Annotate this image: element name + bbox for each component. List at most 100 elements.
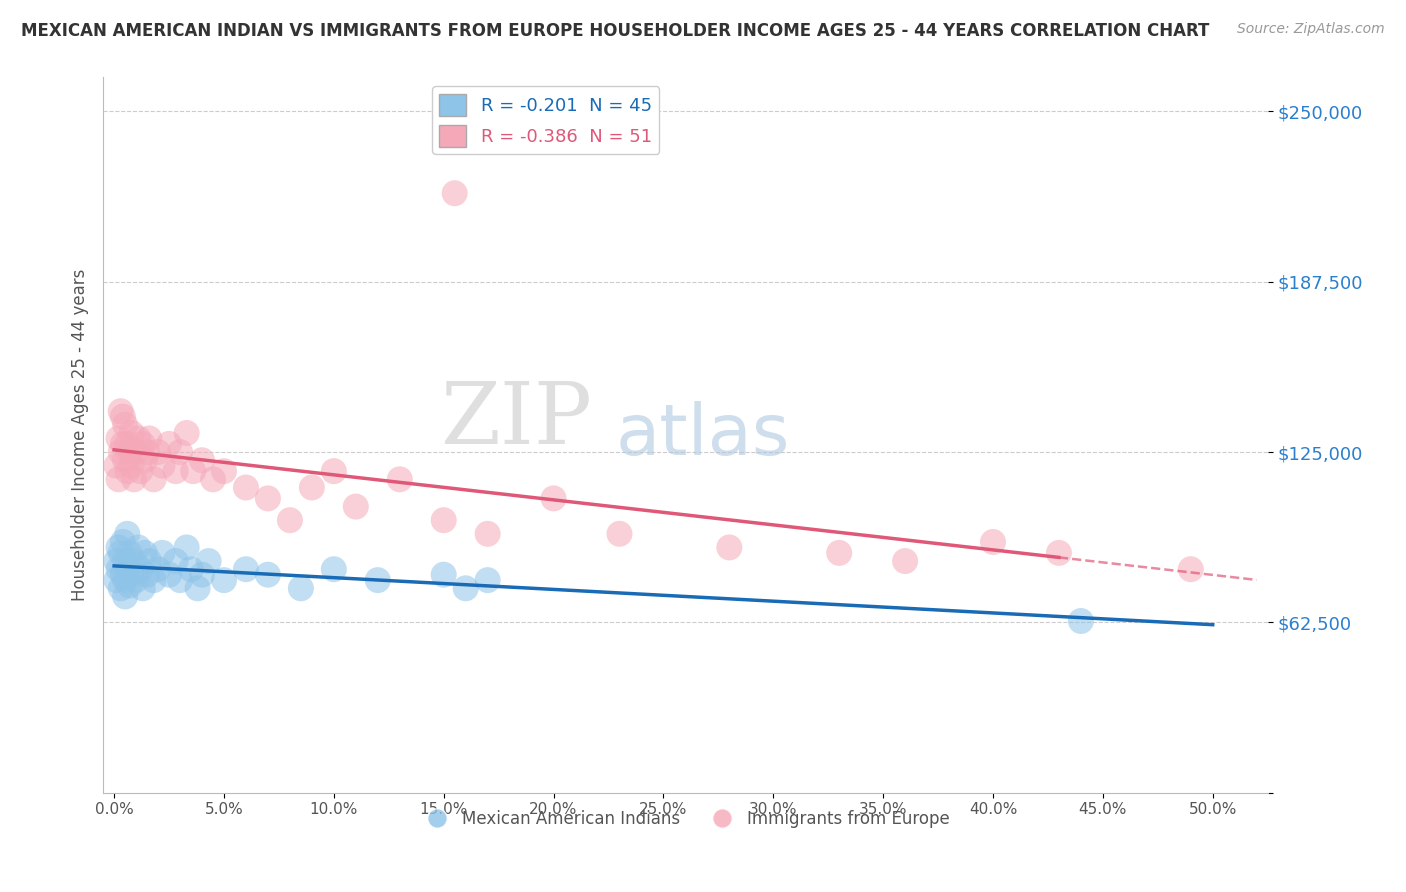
Point (981, 535, 1004, 549)
Point (138, 554, 160, 568)
Point (235, 481, 257, 495)
Point (894, 554, 917, 568)
Point (105, 458, 128, 473)
Point (290, 582, 312, 596)
Point (111, 409, 134, 424)
Point (110, 546, 132, 560)
Point (107, 432, 129, 446)
Point (235, 562, 257, 576)
Point (105, 573, 128, 587)
Y-axis label: Householder Income Ages 25 - 44 years: Householder Income Ages 25 - 44 years (72, 268, 89, 601)
Point (180, 562, 202, 576)
Point (187, 582, 209, 596)
Point (121, 425, 143, 440)
Point (121, 567, 143, 582)
Point (477, 573, 499, 587)
Point (117, 464, 139, 478)
Point (169, 573, 191, 587)
Point (114, 417, 136, 432)
Point (543, 491, 565, 506)
Point (157, 437, 180, 451)
Point (107, 472, 129, 486)
Point (477, 526, 499, 541)
Point (134, 546, 156, 560)
Point (152, 458, 174, 473)
Point (142, 573, 165, 587)
Point (278, 513, 301, 527)
Point (107, 562, 129, 576)
Point (125, 573, 148, 587)
Point (718, 541, 741, 555)
Point (176, 425, 198, 440)
Point (322, 562, 344, 576)
Point (322, 464, 344, 478)
Point (169, 445, 191, 459)
Point (118, 546, 141, 560)
Point (257, 567, 280, 582)
Text: MEXICAN AMERICAN INDIAN VS IMMIGRANTS FROM EUROPE HOUSEHOLDER INCOME AGES 25 - 4: MEXICAN AMERICAN INDIAN VS IMMIGRANTS FR… (21, 22, 1209, 40)
Point (191, 453, 214, 467)
Point (114, 554, 136, 568)
Point (433, 513, 456, 527)
Point (122, 554, 145, 568)
Point (146, 562, 169, 576)
Point (111, 567, 134, 582)
Point (131, 582, 153, 596)
Legend: Mexican American Indians, Immigrants from Europe: Mexican American Indians, Immigrants fro… (415, 803, 956, 834)
Point (828, 546, 851, 560)
Point (1070, 614, 1092, 628)
Point (197, 554, 219, 568)
Point (157, 567, 180, 582)
Point (129, 562, 152, 576)
Point (117, 562, 139, 576)
Point (131, 437, 153, 451)
Point (433, 567, 456, 582)
Point (114, 453, 136, 467)
Point (111, 535, 134, 549)
Point (212, 573, 235, 587)
Point (118, 445, 141, 459)
Point (111, 437, 134, 451)
Point (443, 186, 465, 201)
Point (121, 458, 143, 473)
Point (191, 567, 214, 582)
Text: ZIP: ZIP (440, 379, 592, 462)
Point (454, 582, 477, 596)
Point (127, 432, 149, 446)
Point (181, 464, 204, 478)
Point (165, 554, 187, 568)
Text: Source: ZipAtlas.com: Source: ZipAtlas.com (1237, 22, 1385, 37)
Point (114, 573, 136, 587)
Point (107, 541, 129, 555)
Point (344, 500, 367, 514)
Point (114, 590, 136, 604)
Point (117, 437, 139, 451)
Point (367, 573, 389, 587)
Point (388, 472, 411, 486)
Point (301, 481, 323, 495)
Point (257, 491, 280, 506)
Point (176, 541, 198, 555)
Point (125, 445, 148, 459)
Point (117, 526, 139, 541)
Point (1047, 546, 1070, 560)
Point (1180, 562, 1202, 576)
Point (609, 526, 631, 541)
Point (127, 541, 149, 555)
Point (136, 445, 159, 459)
Point (212, 464, 235, 478)
Point (110, 404, 132, 418)
Point (134, 453, 156, 467)
Point (136, 567, 159, 582)
Point (138, 432, 160, 446)
Point (122, 472, 145, 486)
Point (129, 464, 152, 478)
Point (142, 472, 165, 486)
Point (152, 546, 174, 560)
Point (110, 445, 132, 459)
Point (105, 554, 128, 568)
Point (165, 464, 187, 478)
Point (146, 445, 169, 459)
Point (110, 582, 132, 596)
Point (118, 578, 141, 592)
